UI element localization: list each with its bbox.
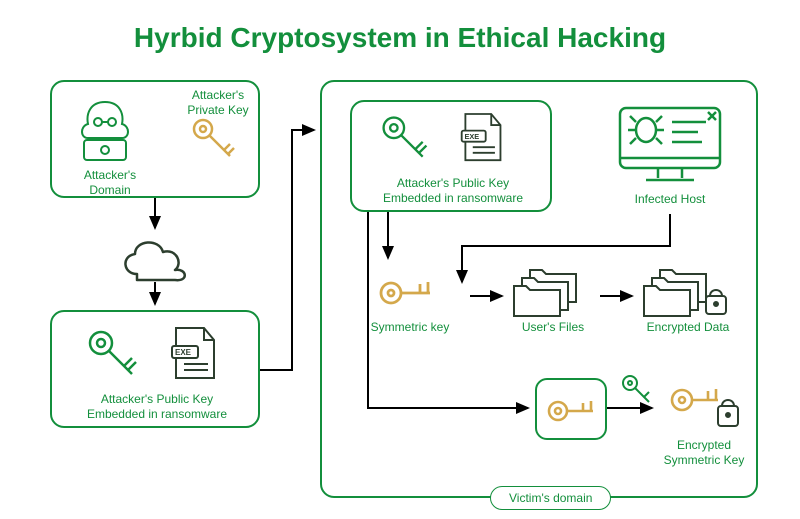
encrypted-data-label: Encrypted Data: [638, 320, 738, 335]
exe-file-icon: EXE: [168, 324, 220, 384]
key-gold-icon: [376, 268, 438, 318]
key-lock-icon: [666, 376, 744, 434]
folders-lock-icon: [640, 262, 734, 318]
svg-text:EXE: EXE: [464, 132, 479, 141]
encrypted-sym-key-label: Encrypted Symmetric Key: [654, 438, 754, 468]
cloud-icon: [115, 232, 193, 282]
users-files-label: User's Files: [514, 320, 592, 335]
private-key-label: Attacker's Private Key: [182, 88, 254, 118]
key-gold-icon: [545, 390, 601, 432]
infected-host-label: Infected Host: [624, 192, 716, 207]
svg-text:EXE: EXE: [175, 348, 192, 357]
folders-icon: [510, 262, 596, 318]
attacker-domain-label: Attacker's Domain: [62, 168, 158, 198]
infected-monitor-icon: [610, 102, 730, 186]
key-green-icon: [84, 326, 142, 384]
victim-domain-label: Victim's domain: [490, 486, 611, 510]
exe-file-icon: EXE: [458, 110, 506, 166]
pubkey-left-box: EXE Attacker's Public Key Embedded in ra…: [50, 310, 260, 428]
pubkey-left-label: Attacker's Public Key Embedded in ransom…: [62, 392, 252, 422]
page-title: Hyrbid Cryptosystem in Ethical Hacking: [0, 22, 800, 54]
pubkey-right-box: EXE Attacker's Public Key Embedded in ra…: [350, 100, 552, 212]
key-green-icon: [378, 112, 432, 166]
key-green-small-icon: [619, 372, 655, 408]
attacker-domain-box: Attacker's Domain Attacker's Private Key: [50, 80, 260, 198]
sym-key-box: [535, 378, 607, 440]
hacker-icon: [70, 96, 140, 164]
symmetric-key-label: Symmetric key: [360, 320, 460, 335]
key-gold-icon: [188, 114, 240, 166]
pubkey-right-label: Attacker's Public Key Embedded in ransom…: [360, 176, 546, 206]
